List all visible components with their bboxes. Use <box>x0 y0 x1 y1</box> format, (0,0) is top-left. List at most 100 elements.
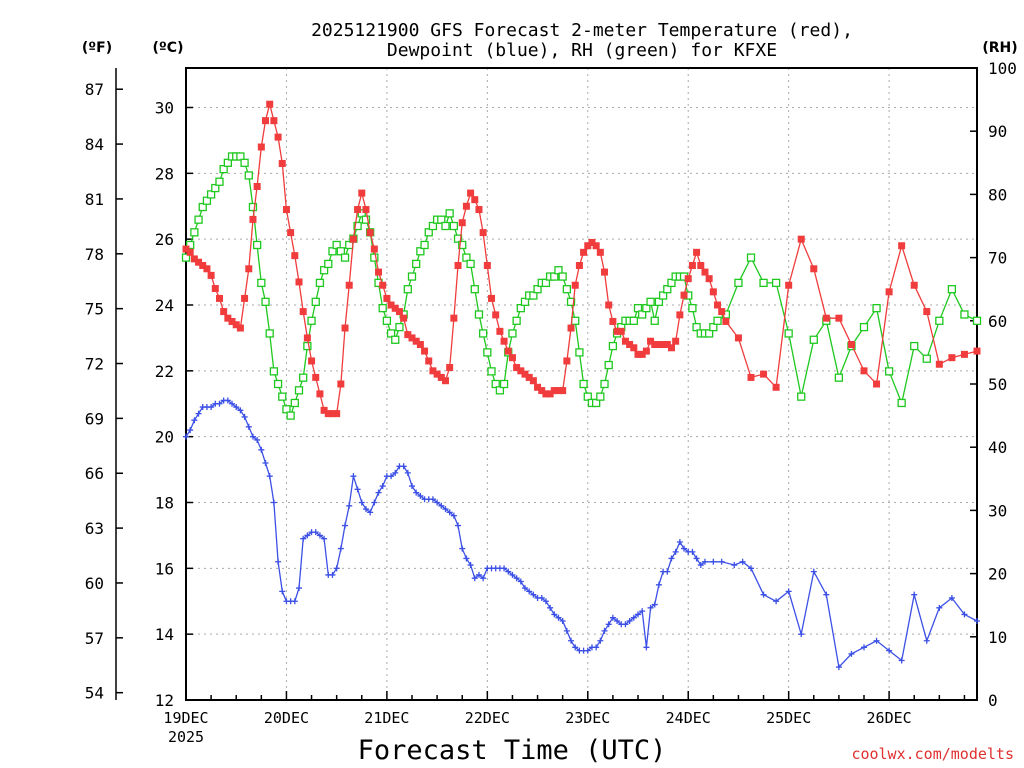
rh-point <box>583 392 592 401</box>
dewpoint-point <box>342 522 349 529</box>
temperature-point <box>617 327 625 335</box>
dewpoint-point <box>718 558 725 565</box>
temperature-point <box>375 268 383 276</box>
temperature-point <box>663 341 671 348</box>
dewpoint-point <box>229 400 236 407</box>
temperature-point <box>630 344 638 352</box>
temperature-point <box>734 334 742 342</box>
dewpoint-point <box>245 423 252 430</box>
dewpoint-point <box>739 558 746 565</box>
temperature-point <box>642 347 650 355</box>
temperature-point <box>228 317 236 325</box>
rh-point <box>709 322 718 332</box>
celsius-tick-label: 22 <box>155 362 174 381</box>
rh-point <box>382 316 392 325</box>
temperature-point <box>220 308 228 316</box>
fahrenheit-tick-label: 66 <box>85 464 104 483</box>
temperature-point <box>575 262 583 269</box>
temperature-point <box>948 354 956 362</box>
temperature-point <box>835 314 843 322</box>
temperature-point <box>324 410 332 418</box>
fahrenheit-unit-label: (ºF) <box>82 40 112 56</box>
rh-point <box>186 240 195 250</box>
x-axis-year: 2025 <box>168 728 204 746</box>
temperature-point <box>421 347 429 355</box>
temperature-point <box>550 387 558 395</box>
chart-title-line2: Dewpoint (blue), RH (green) for KFXE <box>387 40 777 61</box>
temperature-point <box>517 367 525 375</box>
celsius-tick-label: 28 <box>155 164 174 183</box>
temperature-point <box>534 383 542 391</box>
temperature-point <box>567 324 575 332</box>
temperature-point <box>320 406 328 414</box>
rh-point <box>299 373 308 382</box>
rh-point <box>558 272 567 281</box>
rh-point <box>746 253 756 262</box>
rh-point <box>248 202 258 212</box>
dewpoint-point <box>559 618 566 624</box>
temperature-point <box>701 268 709 276</box>
temperature-point <box>483 262 491 269</box>
temperature-point <box>672 337 680 345</box>
dewpoint-point <box>848 650 855 657</box>
temperature-point <box>412 337 420 345</box>
dewpoint-point <box>668 555 675 562</box>
temperature-point <box>249 215 257 223</box>
temperature-point <box>232 321 240 329</box>
dewpoint-point <box>798 631 805 638</box>
rh-point <box>273 379 283 389</box>
rh-point <box>190 228 199 237</box>
rh-point <box>922 354 931 363</box>
temperature-point <box>383 294 391 302</box>
temperature-point <box>973 347 981 355</box>
dewpoint-point <box>647 604 654 611</box>
x-tick-label: 23DEC <box>565 709 610 727</box>
dewpoint-point <box>455 522 462 529</box>
dewpoint-point <box>748 565 754 572</box>
temperature-point <box>282 206 290 214</box>
rh-point <box>692 322 701 332</box>
temperature-point <box>500 337 508 345</box>
temperature-point <box>492 311 500 319</box>
rh-point <box>428 221 438 231</box>
rh-tick-label: 40 <box>988 438 1007 457</box>
temperature-point <box>772 383 780 391</box>
dewpoint-point <box>191 417 198 424</box>
dewpoint-point <box>593 644 600 651</box>
rh-tick-label: 0 <box>988 691 998 710</box>
dewpoint-point <box>233 404 240 411</box>
fahrenheit-tick-label: 78 <box>85 245 104 264</box>
rh-point <box>910 341 919 351</box>
dewpoint-point <box>434 499 441 506</box>
dewpoint-point <box>635 611 641 618</box>
rh-point <box>642 304 651 313</box>
temperature-point <box>676 311 684 319</box>
dewpoint-point <box>438 502 445 509</box>
rh-point <box>541 278 551 288</box>
x-tick-label: 25DEC <box>766 709 811 727</box>
dewpoint-line <box>185 399 978 669</box>
rh-point <box>533 285 542 294</box>
dewpoint-point <box>886 647 893 654</box>
rh-point <box>311 297 320 306</box>
rh-point <box>947 285 957 294</box>
temperature-point <box>651 341 659 348</box>
dewpoint-point <box>241 413 248 420</box>
temperature-point <box>873 380 881 388</box>
temperature-point <box>450 314 458 322</box>
rh-point <box>340 253 350 262</box>
temperature-point <box>471 196 479 204</box>
dewpoint-point <box>530 591 537 598</box>
celsius-tick-label: 30 <box>155 99 174 118</box>
temperature-point <box>488 294 496 302</box>
dewpoint-series <box>183 397 980 671</box>
rh-point <box>554 266 563 275</box>
rh-point <box>571 316 580 325</box>
temperature-point <box>404 331 412 339</box>
dewpoint-point <box>237 407 244 414</box>
temperature-point <box>559 387 567 395</box>
rh-tick-label: 50 <box>988 375 1007 394</box>
dewpoint-point <box>681 545 688 552</box>
dewpoint-point <box>626 618 633 624</box>
dewpoint-point <box>400 463 407 470</box>
